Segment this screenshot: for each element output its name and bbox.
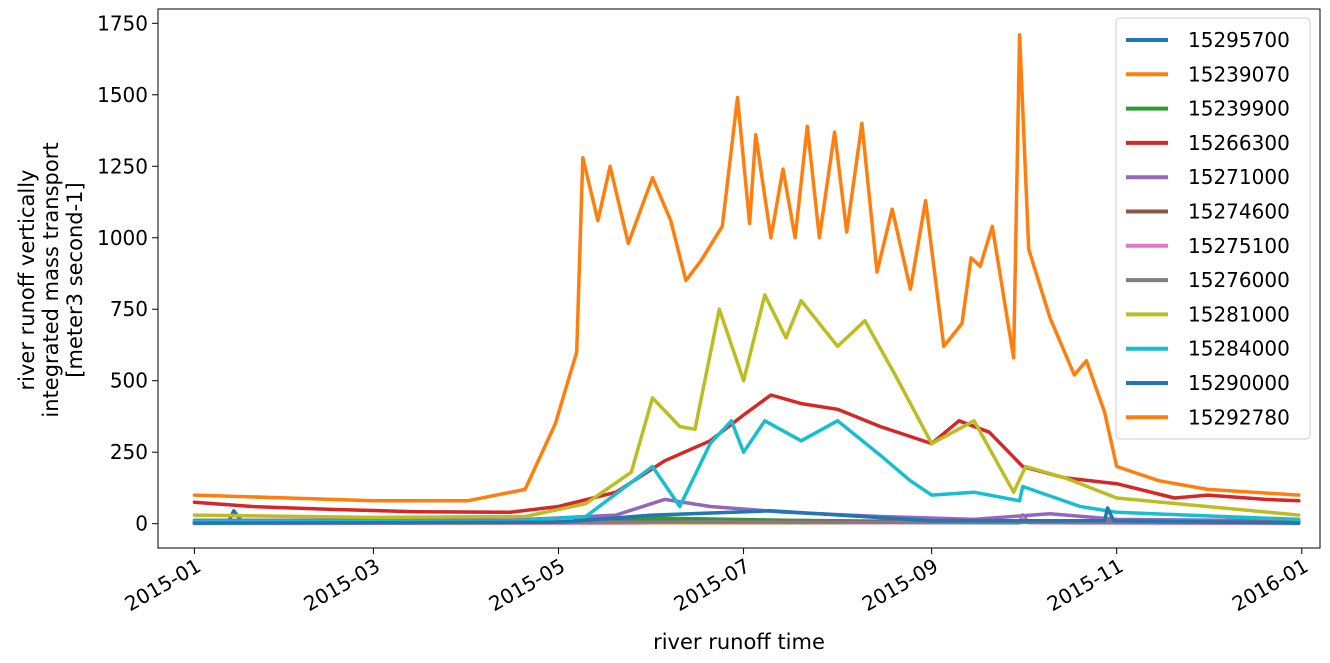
series-line-15290000 <box>192 506 1301 525</box>
series-line-15292780 <box>192 32 1301 503</box>
series-line-15284000 <box>192 419 1301 524</box>
legend-label: 15276000 <box>1188 268 1290 292</box>
y-axis-label-line-3: [meter3 second-1] <box>63 182 87 377</box>
y-tick-label: 1250 <box>97 154 148 178</box>
x-axis-label: river runoff time <box>653 630 825 654</box>
x-tick-label: 2015-09 <box>858 554 942 617</box>
y-tick-label: 0 <box>135 512 148 536</box>
legend-label: 15266300 <box>1188 131 1290 155</box>
y-tick-label: 500 <box>110 369 148 393</box>
y-tick-label: 1750 <box>97 11 148 35</box>
legend-label: 15239900 <box>1188 97 1290 121</box>
series-line-15281000 <box>192 293 1301 520</box>
y-tick-label: 250 <box>110 440 148 464</box>
legend-label: 15271000 <box>1188 165 1290 189</box>
y-axis: 0 250 500 750 1000 1250 1500 1750 <box>97 11 158 536</box>
y-tick-label: 750 <box>110 297 148 321</box>
y-axis-label-line-2: integrated mass transport <box>39 142 63 417</box>
plot-frame <box>157 8 1321 549</box>
y-tick-label: 1500 <box>97 83 148 107</box>
legend-label: 15295700 <box>1188 28 1290 52</box>
y-axis-label: river runoff vertically integrated mass … <box>15 142 87 417</box>
y-axis-label-line-1: river runoff vertically <box>15 170 39 391</box>
legend-box <box>1115 17 1311 440</box>
x-axis: 2015-01 2015-03 2015-05 2015-07 2015-09 2015-… <box>121 548 1312 617</box>
x-tick-label: 2015-01 <box>121 554 205 617</box>
legend: 15295700 15239070 15239900 15266300 15271000… <box>1115 17 1311 440</box>
legend-label: 15292780 <box>1188 405 1290 429</box>
legend-label: 15239070 <box>1188 62 1290 86</box>
legend-label: 15284000 <box>1188 337 1290 361</box>
legend-label: 15290000 <box>1188 371 1290 395</box>
x-tick-label: 2016-01 <box>1228 554 1312 617</box>
series-line-15266300 <box>192 393 1301 515</box>
x-tick-label: 2015-05 <box>485 554 569 617</box>
x-tick-label: 2015-11 <box>1043 554 1127 617</box>
plot-lines <box>192 32 1301 526</box>
y-tick-label: 1000 <box>97 226 148 250</box>
x-tick-label: 2015-03 <box>300 554 384 617</box>
x-tick-label: 2015-07 <box>670 554 754 617</box>
legend-label: 15281000 <box>1188 302 1290 326</box>
legend-label: 15274600 <box>1188 200 1290 224</box>
legend-label: 15275100 <box>1188 234 1290 258</box>
